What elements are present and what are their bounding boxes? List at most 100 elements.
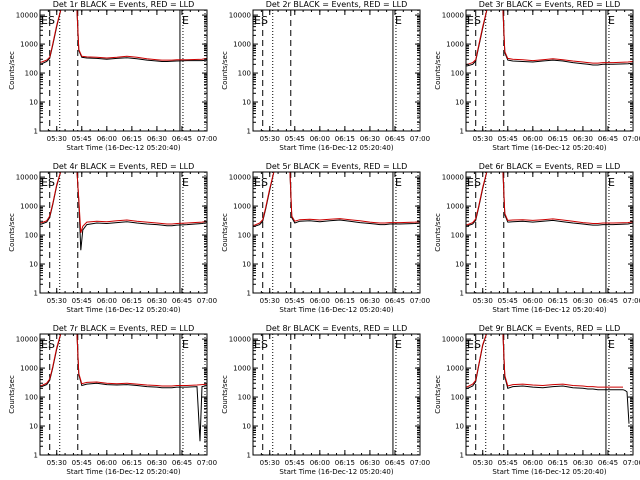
x-tick-label: 06:15 (335, 297, 355, 305)
x-axis-label: Start Time (16-Dec-12 05:20:40) (66, 306, 180, 314)
y-tick-label: 10000 (442, 174, 464, 182)
x-tick-label: 05:45 (72, 297, 92, 305)
plot-frame (465, 171, 634, 294)
x-tick-label: 07:00 (623, 135, 640, 143)
marker-end-label: E (182, 176, 189, 189)
x-tick-label: 06:15 (335, 135, 355, 143)
x-tick-label: 06:45 (385, 459, 405, 467)
y-tick-label: 10 (242, 99, 251, 107)
y-tick-label: 1 (460, 290, 464, 298)
y-tick-label: 1000 (20, 41, 38, 49)
marker-end-label: E (608, 176, 615, 189)
series-line-lld (40, 172, 207, 233)
x-tick-label: 06:00 (97, 135, 117, 143)
y-axis-label: Counts/sec (8, 51, 16, 90)
x-tick-label: 07:00 (410, 459, 430, 467)
y-tick-label: 10000 (442, 12, 464, 20)
y-tick-label: 1 (247, 452, 251, 460)
y-tick-label: 1000 (233, 365, 251, 373)
panel-title: Det 8r BLACK = Events, RED = LLD (266, 324, 408, 333)
x-tick-label: 05:45 (285, 459, 305, 467)
plot-frame (39, 333, 208, 456)
series-line-lld (466, 10, 633, 66)
marker-end-label: E (182, 14, 189, 27)
y-tick-label: 10000 (229, 12, 251, 20)
x-tick-label: 06:45 (598, 135, 618, 143)
plot-frame (252, 333, 421, 456)
panel-2: Det 2r BLACK = Events, RED = LLD ES E 1 10 10… (221, 0, 430, 152)
x-tick-label: 06:30 (573, 135, 593, 143)
x-tick-label: 06:00 (523, 459, 543, 467)
y-tick-label: 1 (247, 290, 251, 298)
marker-end-label: E (608, 338, 615, 351)
x-tick-label: 06:00 (523, 135, 543, 143)
y-tick-label: 100 (25, 394, 38, 402)
x-tick-label: 05:30 (260, 297, 280, 305)
x-tick-label: 06:15 (335, 459, 355, 467)
x-tick-label: 06:30 (147, 459, 167, 467)
series-line-lld (40, 334, 207, 387)
plot-frame (39, 9, 208, 132)
y-tick-label: 1000 (446, 41, 464, 49)
y-tick-label: 1000 (446, 203, 464, 211)
y-tick-label: 10000 (229, 336, 251, 344)
y-axis-label: Counts/sec (221, 213, 229, 252)
y-axis-label: Counts/sec (434, 213, 442, 252)
x-axis-label: Start Time (16-Dec-12 05:20:40) (492, 468, 606, 476)
y-tick-label: 10000 (16, 12, 38, 20)
panel-title: Det 7r BLACK = Events, RED = LLD (53, 324, 195, 333)
x-tick-label: 05:30 (47, 135, 67, 143)
y-axis-label: Counts/sec (434, 51, 442, 90)
x-tick-label: 06:00 (97, 297, 117, 305)
panel-title: Det 4r BLACK = Events, RED = LLD (53, 162, 195, 171)
x-tick-label: 06:00 (310, 297, 330, 305)
x-axis-label: Start Time (16-Dec-12 05:20:40) (66, 468, 180, 476)
y-tick-label: 1000 (446, 365, 464, 373)
panel-title: Det 2r BLACK = Events, RED = LLD (266, 0, 408, 9)
y-tick-label: 1000 (20, 203, 38, 211)
y-tick-label: 10000 (16, 174, 38, 182)
panel-3: Det 3r BLACK = Events, RED = LLD ES E 1 10 10… (434, 0, 640, 152)
x-axis-label: Start Time (16-Dec-12 05:20:40) (279, 468, 393, 476)
x-tick-label: 05:45 (498, 297, 518, 305)
marker-start-label: ES (254, 14, 268, 27)
y-tick-label: 10 (455, 261, 464, 269)
x-tick-label: 05:30 (473, 135, 493, 143)
y-tick-label: 100 (451, 232, 464, 240)
plot-frame (39, 171, 208, 294)
marker-start-label: ES (41, 14, 55, 27)
x-tick-label: 07:00 (623, 297, 640, 305)
y-tick-label: 10 (242, 261, 251, 269)
x-tick-label: 06:00 (97, 459, 117, 467)
x-tick-label: 06:15 (548, 135, 568, 143)
panel-title: Det 9r BLACK = Events, RED = LLD (479, 324, 621, 333)
x-tick-label: 06:30 (573, 297, 593, 305)
x-tick-label: 06:45 (598, 297, 618, 305)
panel-5: Det 5r BLACK = Events, RED = LLD ES E 1 10 10… (221, 162, 430, 314)
series-line-lld (253, 172, 420, 226)
y-tick-label: 1 (34, 290, 38, 298)
y-tick-label: 1 (460, 452, 464, 460)
x-tick-label: 05:45 (72, 135, 92, 143)
x-tick-label: 07:00 (623, 459, 640, 467)
x-tick-label: 06:15 (548, 297, 568, 305)
x-tick-label: 07:00 (197, 135, 217, 143)
x-tick-label: 05:45 (285, 297, 305, 305)
x-axis-label: Start Time (16-Dec-12 05:20:40) (279, 144, 393, 152)
x-tick-label: 05:45 (285, 135, 305, 143)
y-tick-label: 10 (29, 261, 38, 269)
panel-4: Det 4r BLACK = Events, RED = LLD ES E 1 10 10… (8, 162, 217, 314)
y-tick-label: 100 (238, 232, 251, 240)
x-tick-label: 06:30 (360, 459, 380, 467)
y-tick-label: 1000 (20, 365, 38, 373)
x-tick-label: 07:00 (410, 135, 430, 143)
x-tick-label: 05:30 (473, 297, 493, 305)
y-tick-label: 1000 (233, 203, 251, 211)
x-tick-label: 07:00 (410, 297, 430, 305)
y-tick-label: 100 (238, 70, 251, 78)
panel-title: Det 6r BLACK = Events, RED = LLD (479, 162, 621, 171)
series-line-lld (466, 334, 623, 388)
series-line-lld (40, 10, 207, 63)
x-tick-label: 06:30 (147, 135, 167, 143)
marker-start-label: ES (254, 338, 268, 351)
